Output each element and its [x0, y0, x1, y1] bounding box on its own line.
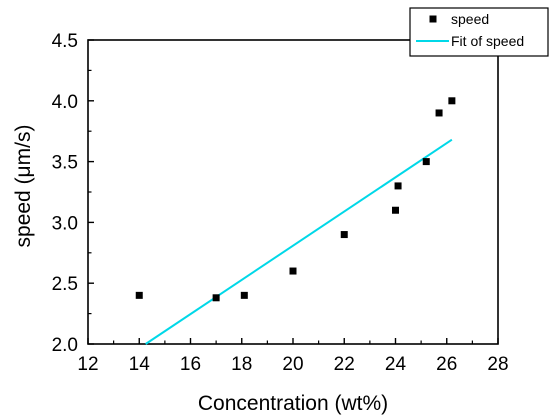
fit-line-layer [145, 138, 453, 345]
data-point [240, 291, 248, 299]
x-tick-label: 20 [282, 354, 303, 375]
x-axis-title: Concentration (wt%) [198, 392, 388, 415]
data-point [392, 206, 399, 214]
x-tick-label: 12 [77, 354, 98, 375]
data-point [394, 182, 402, 190]
y-tick-label: 2.0 [52, 335, 78, 356]
fit-line [145, 138, 453, 345]
data-point [448, 97, 456, 105]
data-point [422, 158, 430, 166]
x-tick-label: 18 [231, 354, 252, 375]
y-axis: 2.0 2.5 3.0 3.5 4.0 4.5 [52, 31, 94, 356]
x-tick-label: 26 [436, 354, 457, 375]
scatter-points-layer [135, 97, 456, 302]
legend-label-speed: speed [451, 11, 489, 27]
x-tick-label: 24 [385, 354, 407, 375]
y-tick-label: 3.0 [52, 213, 78, 234]
x-axis: 12 14 16 18 20 22 24 26 28 [77, 338, 509, 375]
y-tick-label: 4.0 [52, 92, 78, 113]
x-tick-label: 28 [487, 354, 508, 375]
data-point [135, 291, 143, 299]
plot-border [87, 39, 499, 345]
y-tick-label: 2.5 [52, 274, 78, 295]
x-tick-label: 16 [180, 354, 201, 375]
data-point [435, 109, 443, 117]
plot-frame [87, 39, 499, 345]
data-point [212, 294, 220, 302]
data-point [289, 267, 297, 275]
legend-marker-speed [429, 15, 437, 23]
x-tick-label: 22 [334, 354, 355, 375]
y-tick-label: 3.5 [52, 153, 78, 174]
x-tick-label: 14 [129, 354, 151, 375]
y-axis-title: speed (μm/s) [12, 125, 35, 248]
legend: speed Fit of speed [409, 7, 549, 57]
legend-label-fit: Fit of speed [451, 33, 524, 49]
y-tick-label: 4.5 [52, 31, 78, 52]
data-point [340, 231, 348, 239]
